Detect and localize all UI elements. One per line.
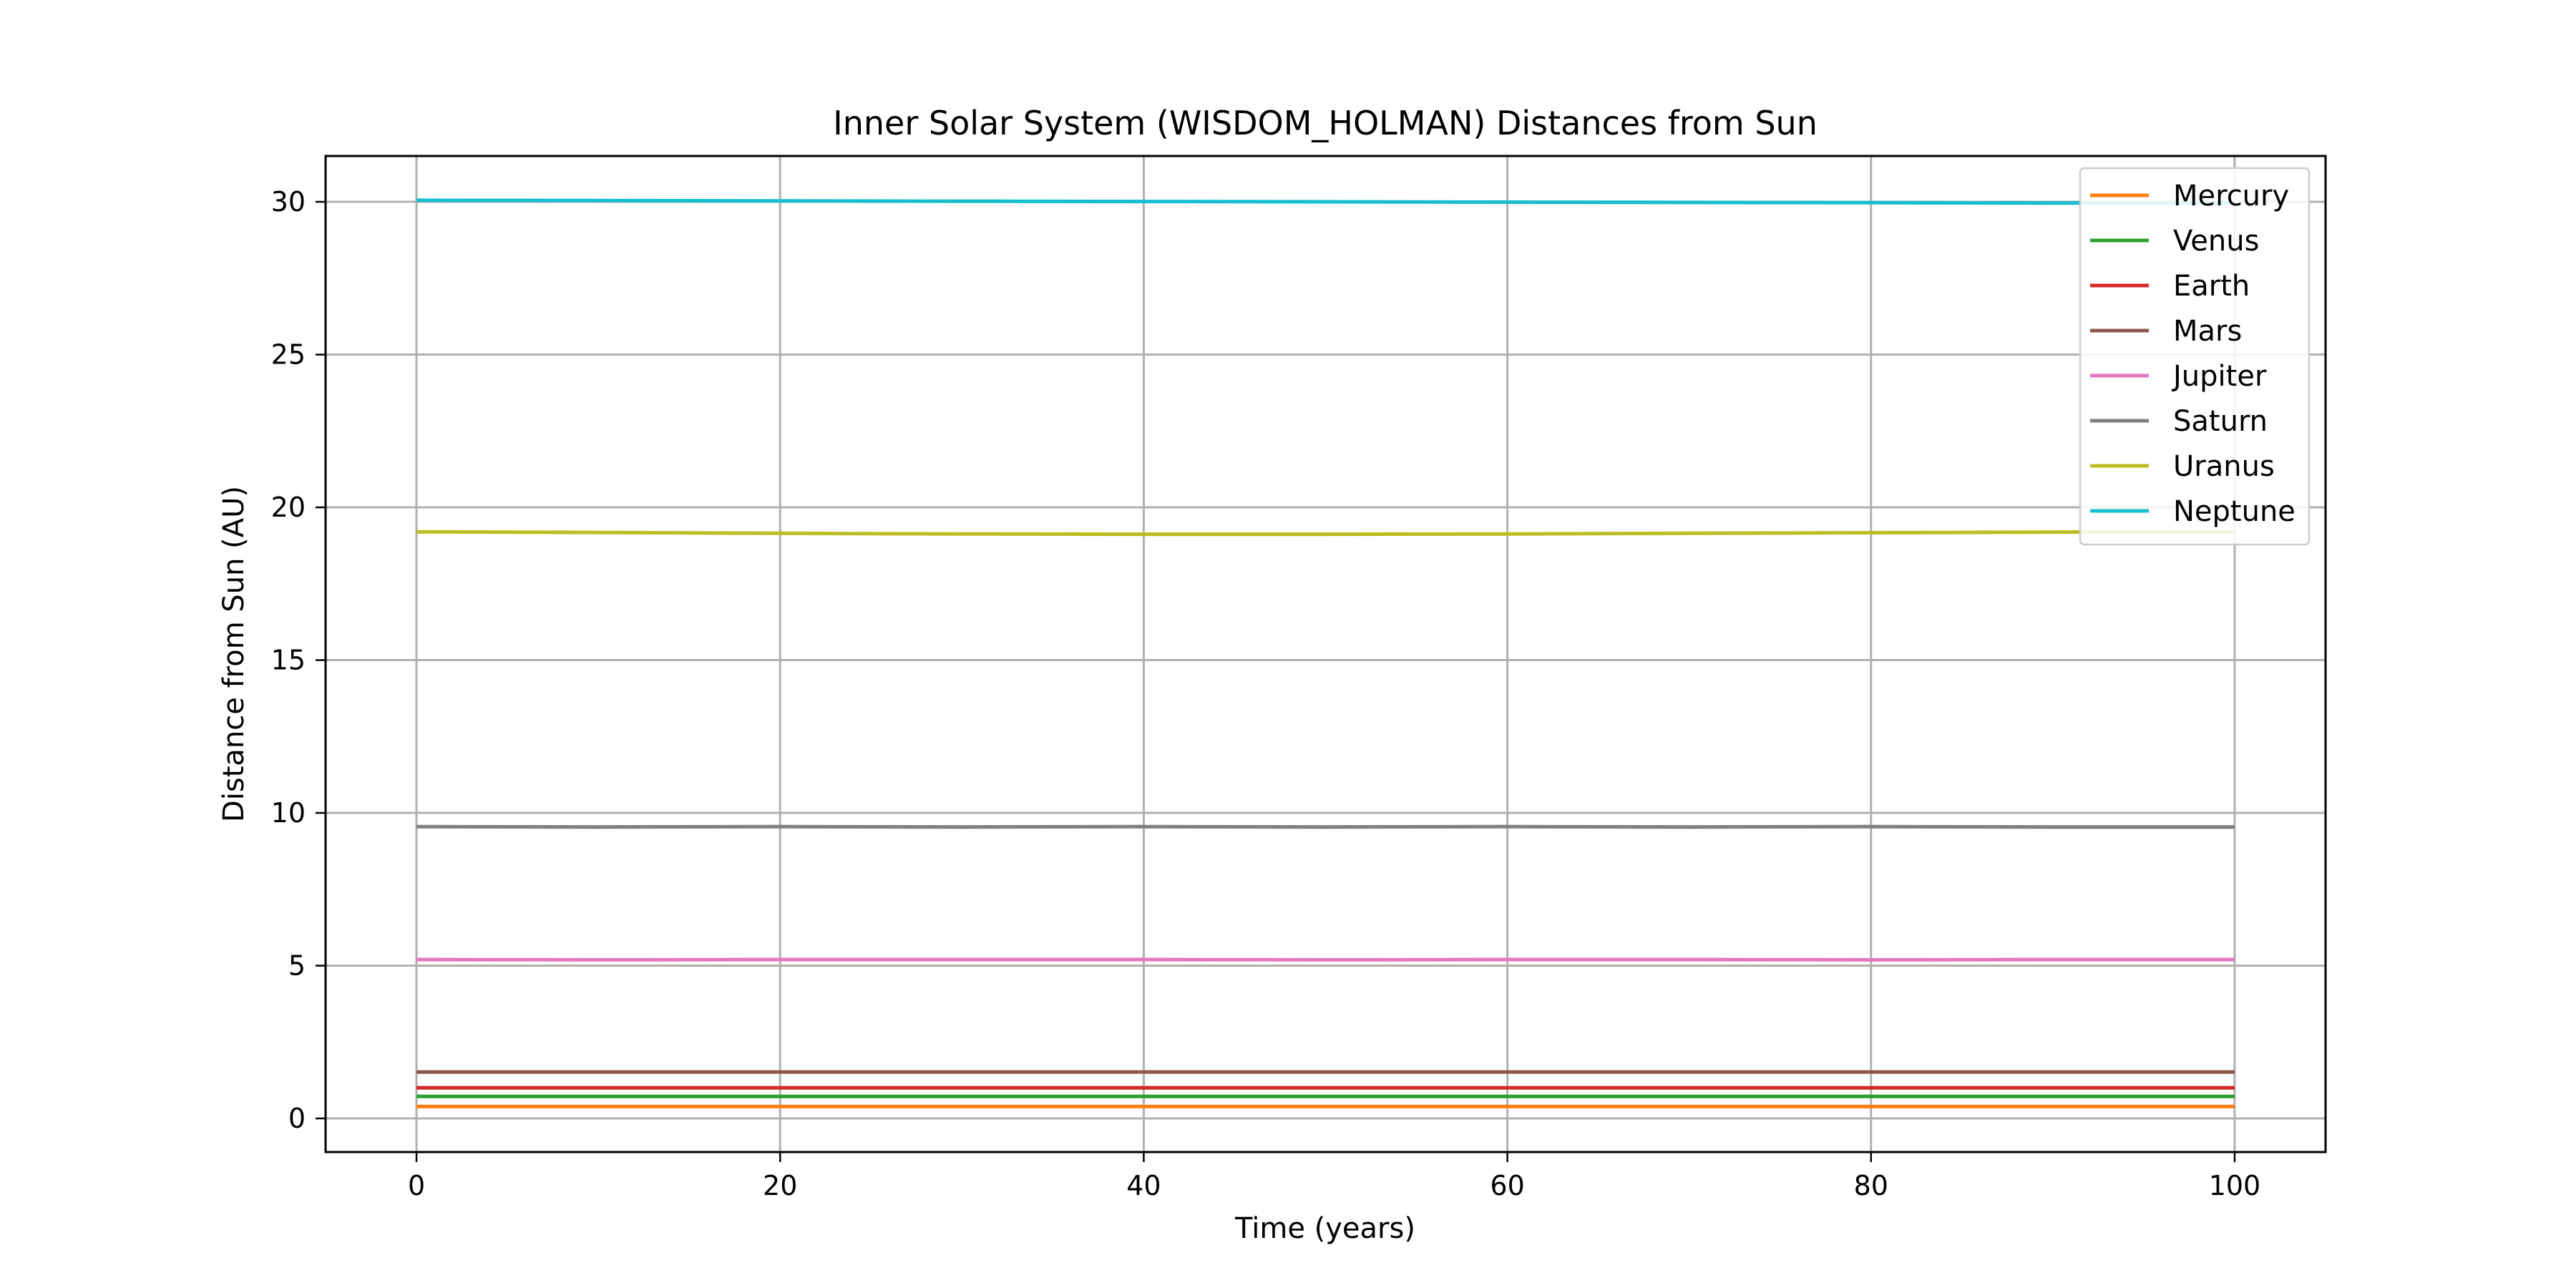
chart-title: Inner Solar System (WISDOM_HOLMAN) Dista…: [833, 104, 1818, 142]
legend-label-saturn: Saturn: [2173, 405, 2268, 438]
legend-label-mars: Mars: [2173, 315, 2242, 348]
legend-label-earth: Earth: [2173, 270, 2250, 303]
legend: Mercury Venus Earth Mars Jupiter Saturn Uranus…: [2079, 167, 2311, 546]
y-axis-label: Distance from Sun (AU): [218, 486, 250, 822]
x-tick-label: 0: [408, 1170, 425, 1201]
y-tick-label: 30: [271, 186, 306, 218]
series-group: [416, 198, 2235, 1108]
series-line-neptune: [416, 198, 2235, 205]
legend-box: [2079, 167, 2311, 546]
legend-label-jupiter: Jupiter: [2171, 360, 2267, 393]
series-line-uranus: [416, 530, 2235, 537]
ticks: 0 20 40 60 80 100 0 5 10 15 20 25 30: [271, 186, 2261, 1201]
legend-label-venus: Venus: [2173, 225, 2259, 258]
y-tick-label: 0: [288, 1103, 306, 1134]
x-axis-label: Time (years): [1234, 1212, 1415, 1245]
y-tick-label: 10: [271, 797, 306, 829]
x-tick-label: 40: [1126, 1170, 1161, 1201]
x-tick-label: 100: [2209, 1170, 2261, 1201]
y-tick-label: 5: [288, 950, 306, 982]
y-tick-label: 25: [271, 339, 306, 371]
y-tick-label: 15: [271, 645, 306, 676]
legend-label-neptune: Neptune: [2173, 495, 2296, 528]
plot-frame: [324, 155, 2327, 1153]
y-tick-label: 20: [271, 492, 306, 523]
x-tick-label: 80: [1854, 1170, 1888, 1201]
x-tick-label: 20: [763, 1170, 797, 1201]
legend-label-uranus: Uranus: [2173, 450, 2275, 483]
x-tick-label: 60: [1490, 1170, 1524, 1201]
legend-label-mercury: Mercury: [2173, 180, 2289, 213]
grid: [326, 156, 2326, 1152]
